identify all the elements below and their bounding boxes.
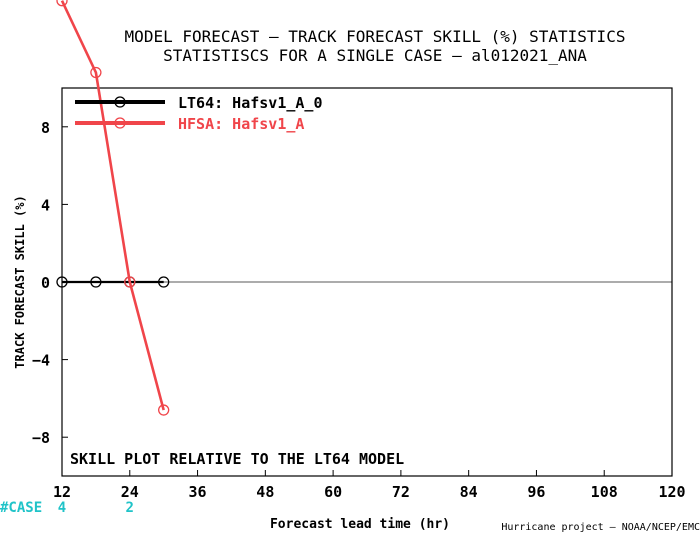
lt64-point-18 [90,276,102,288]
x-tick-label-120: 120 [658,483,685,501]
x-tick-label-96: 96 [527,483,545,501]
x-tick-label-12: 12 [53,483,71,501]
case-label: #CASE [0,500,42,516]
skill-annotation: SKILL PLOT RELATIVE TO THE LT64 MODEL [70,450,404,468]
case-count-24: 2 [126,500,134,516]
case-count-12: 4 [58,500,66,516]
x-tick-label-84: 84 [460,483,478,501]
y-tick-label-0: 0 [41,274,50,292]
y-axis-label: TRACK FORECAST SKILL (%) [13,195,27,368]
lt64-point-12 [56,276,68,288]
hfsa-legend-marker [114,117,126,129]
lt64-legend-marker [114,96,126,108]
lt64-legend-label: LT64: Hafsv1_A_0 [178,94,323,112]
hfsa-point-30 [158,404,170,416]
title-line-2: STATISTISCS FOR A SINGLE CASE – al012021… [163,46,587,65]
chart-title: MODEL FORECAST – TRACK FORECAST SKILL (%… [125,27,626,65]
hfsa-point-12 [56,0,68,7]
y-tick-label-4: 4 [41,196,50,214]
x-tick-label-48: 48 [256,483,274,501]
x-tick-label-24: 24 [121,483,139,501]
title-line-1: MODEL FORECAST – TRACK FORECAST SKILL (%… [125,27,626,46]
x-tick-label-108: 108 [591,483,618,501]
legend: LT64: Hafsv1_A_0 HFSA: Hafsv1_A [75,94,323,133]
x-tick-label-60: 60 [324,483,342,501]
hfsa-point-24 [124,276,136,288]
hfsa-point-18 [90,66,102,79]
y-tick-label-−8: −8 [32,429,50,447]
y-tick-label-−4: −4 [32,352,50,370]
y-tick-label-8: 8 [41,119,50,137]
hfsa-series-line [60,0,165,411]
hfsa-legend-label: HFSA: Hafsv1_A [178,115,304,133]
x-tick-label-72: 72 [392,483,410,501]
x-tick-label-36: 36 [189,483,207,501]
credit-text: Hurricane project – NOAA/NCEP/EMC [501,522,700,533]
lt64-point-30 [158,276,170,288]
x-axis-label: Forecast lead time (hr) [270,517,450,532]
